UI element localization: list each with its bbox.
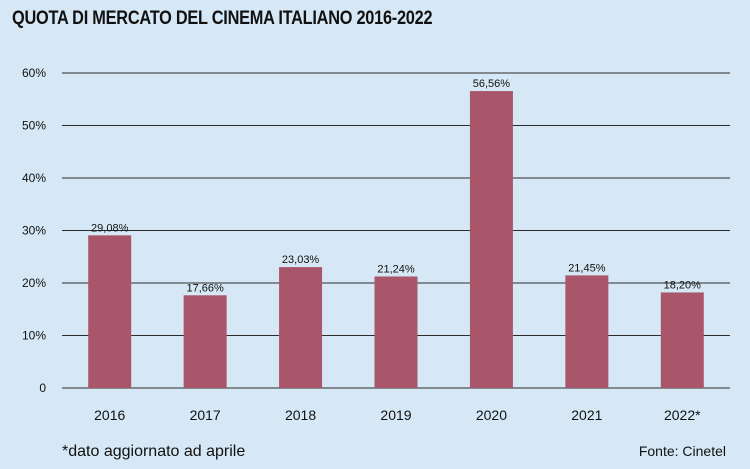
bar-2021 [565,275,609,388]
value-label: 56,56% [473,78,511,90]
value-label: 21,24% [377,263,415,275]
value-label: 21,45% [568,262,606,274]
value-label: 17,66% [186,282,224,294]
value-label: 29,08% [91,222,129,234]
bar-2020 [469,91,513,388]
bar-2022 [660,292,704,388]
x-tick-label: 2018 [285,407,316,423]
y-tick-label: 30% [22,224,46,238]
bar-2017 [183,295,227,388]
bar-2016 [88,235,132,388]
x-tick-label: 2020 [476,407,507,423]
x-axis-labels: 2016 2017 2018 2019 2020 2021 2022* [94,407,701,423]
y-tick-label: 0 [39,381,46,395]
chart-title: QUOTA DI MERCATO DEL CINEMA ITALIANO 201… [12,8,433,29]
value-label: 18,20% [664,279,702,291]
value-labels: 29,08% 17,66% 23,03% 21,24% 56,56% 21,45% 18,2… [91,78,701,294]
bar-2019 [374,276,418,388]
x-tick-label: 2016 [94,407,125,423]
y-axis-labels: 0 10% 20% 30% 40% 50% 60% [22,66,46,395]
bars [88,91,704,388]
y-tick-label: 10% [22,329,46,343]
x-tick-label: 2021 [571,407,602,423]
bar-2018 [279,267,323,388]
y-tick-label: 20% [22,276,46,290]
x-tick-label: 2017 [190,407,221,423]
x-tick-label: 2022* [664,407,701,423]
y-tick-label: 60% [22,66,46,80]
source-credit: Fonte: Cinetel [638,443,726,459]
y-tick-label: 40% [22,171,46,185]
y-tick-label: 50% [22,119,46,133]
x-tick-label: 2019 [380,407,411,423]
value-label: 23,03% [282,254,320,266]
footnote: *dato aggiornato ad aprile [62,443,246,460]
